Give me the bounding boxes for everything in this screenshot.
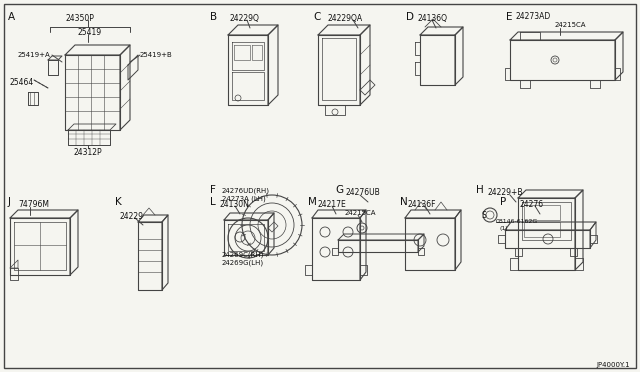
Text: JP4000Y.1: JP4000Y.1 [596, 362, 630, 368]
Text: 25419+B: 25419+B [140, 52, 173, 58]
Text: K: K [115, 197, 122, 207]
Text: 24215CA: 24215CA [345, 210, 376, 216]
Text: 24229+B: 24229+B [488, 188, 524, 197]
Text: 24215CA: 24215CA [555, 22, 586, 28]
Text: 25419+A: 25419+A [18, 52, 51, 58]
Text: 25464: 25464 [10, 78, 35, 87]
Text: F: F [210, 185, 216, 195]
Text: 24229QA: 24229QA [328, 14, 363, 23]
Text: 24229Q: 24229Q [230, 14, 260, 23]
Text: M: M [308, 197, 317, 207]
Text: G: G [335, 185, 343, 195]
Text: A: A [8, 12, 15, 22]
Text: C: C [313, 12, 321, 22]
Text: 24229: 24229 [120, 212, 144, 221]
Text: 24136Q: 24136Q [418, 14, 448, 23]
Text: 24276UB: 24276UB [345, 188, 380, 197]
Text: N: N [400, 197, 408, 207]
Text: P: P [500, 197, 506, 207]
Text: L: L [210, 197, 216, 207]
Text: H: H [476, 185, 484, 195]
Text: 24136F: 24136F [408, 200, 436, 209]
Text: 24276: 24276 [520, 200, 544, 209]
Text: (1): (1) [499, 226, 508, 231]
Text: 24273AD: 24273AD [515, 12, 550, 21]
Text: 08146-6162G: 08146-6162G [496, 219, 538, 224]
Text: 74796M: 74796M [18, 200, 49, 209]
Text: J: J [8, 197, 11, 207]
Text: 24276UD(RH): 24276UD(RH) [222, 188, 270, 195]
Text: 24269C(RH): 24269C(RH) [222, 252, 264, 259]
Text: 24130N: 24130N [220, 200, 250, 209]
Text: 24273A (LH): 24273A (LH) [222, 196, 266, 202]
Text: 24350P: 24350P [65, 14, 94, 23]
Text: D: D [406, 12, 414, 22]
Text: E: E [506, 12, 513, 22]
Text: S: S [482, 211, 486, 219]
Text: 24217E: 24217E [318, 200, 347, 209]
Text: 24312P: 24312P [73, 148, 102, 157]
Text: 24269G(LH): 24269G(LH) [222, 260, 264, 266]
Text: 25419: 25419 [78, 28, 102, 37]
Text: B: B [210, 12, 217, 22]
